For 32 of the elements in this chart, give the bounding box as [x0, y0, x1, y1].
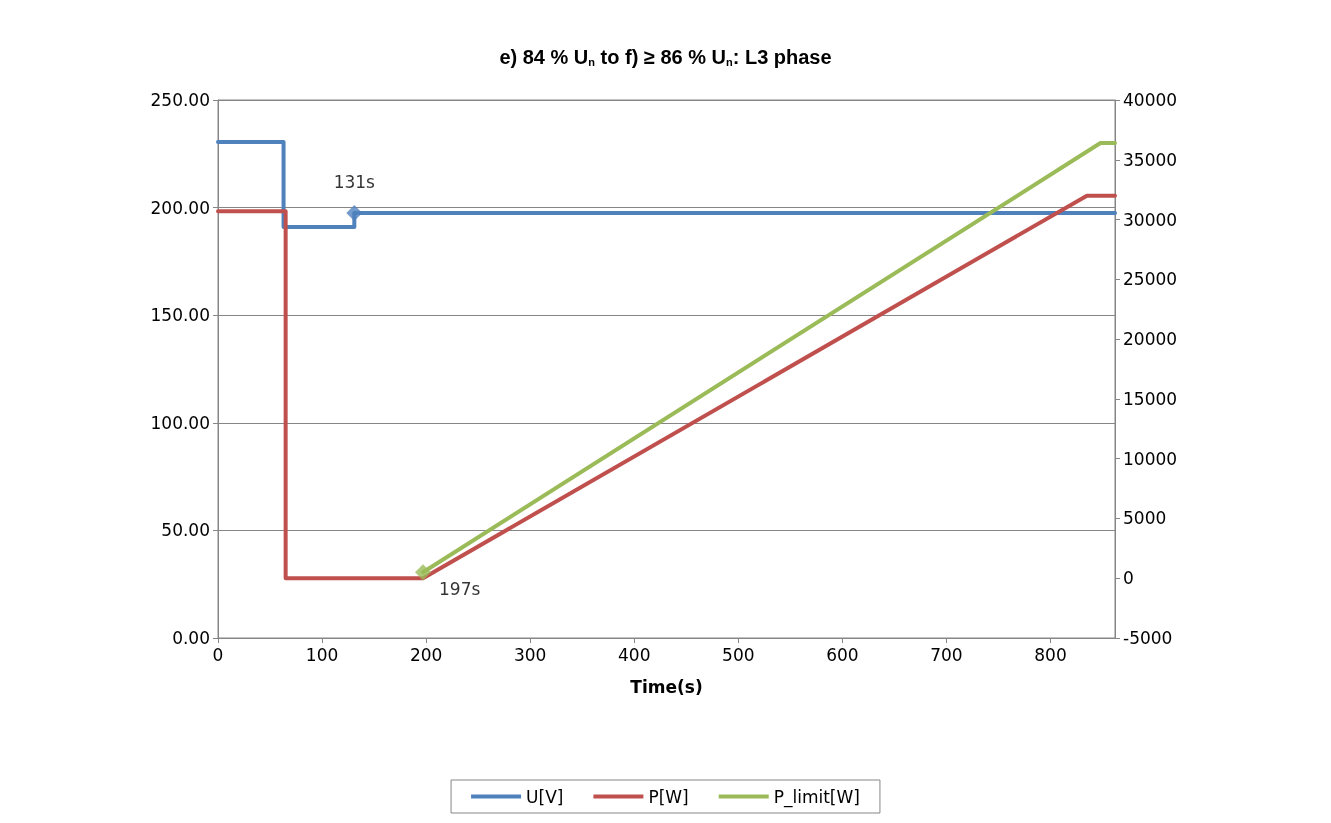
y2-tick-label: 10000: [1123, 448, 1178, 469]
y-tick-label: 50.00: [161, 520, 210, 541]
annotation: 131s: [333, 172, 376, 193]
x-tick-label: 200: [409, 644, 443, 665]
y-tick-label: 0.00: [172, 628, 210, 648]
y-tick-label: 200.00: [150, 197, 210, 218]
x-tick-label: 600: [826, 644, 859, 665]
x-tick-label: 800: [1034, 644, 1067, 665]
x-tick-label: 100: [305, 644, 339, 665]
y-tick-label: 150.00: [150, 305, 210, 326]
y2-tick-label: 5000: [1123, 508, 1167, 529]
annotation: 197s: [439, 578, 481, 599]
x-tick-label: 300: [513, 644, 547, 665]
legend-label: P[W]: [648, 786, 689, 807]
y2-tick-label: 40000: [1123, 90, 1178, 110]
x-axis-title: Time(s): [630, 676, 703, 697]
y2-tick-label: 25000: [1123, 269, 1178, 290]
y-tick-label: 100.00: [150, 412, 210, 433]
y-tick-label: 250.00: [150, 90, 210, 110]
y2-tick-label: 35000: [1123, 149, 1178, 170]
legend-label: U[V]: [526, 786, 564, 807]
x-tick-label: 400: [618, 644, 651, 665]
y2-tick-label: 20000: [1123, 329, 1178, 350]
y2-tick-label: 0: [1123, 568, 1134, 589]
y2-tick-label: 15000: [1123, 388, 1178, 409]
chart-title: e) 84 % Un to f) ≥ 86 % Un: L3 phase: [499, 46, 832, 68]
legend-label: P_limit[W]: [773, 786, 860, 808]
y2-tick-label: -5000: [1123, 628, 1173, 648]
x-tick-label: 0: [212, 644, 224, 665]
y2-tick-label: 30000: [1123, 209, 1178, 230]
x-tick-label: 500: [722, 644, 755, 665]
x-tick-label: 700: [930, 644, 963, 665]
